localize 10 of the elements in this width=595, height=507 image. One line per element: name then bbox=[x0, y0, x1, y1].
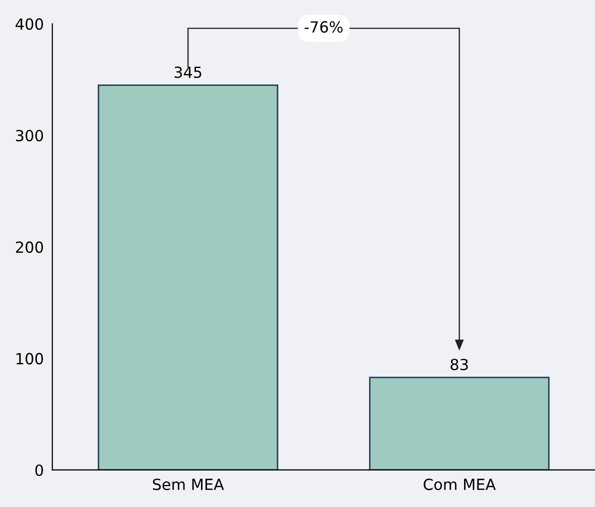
annotation: -76% bbox=[304, 21, 343, 33]
y-tick-label: 400 bbox=[16, 18, 44, 30]
y-tick-label: 200 bbox=[16, 241, 44, 253]
data-label: 83 bbox=[450, 358, 468, 370]
y-tick-label: 300 bbox=[16, 130, 44, 142]
data-label: 345 bbox=[174, 66, 202, 78]
y-tick-label: 100 bbox=[16, 352, 44, 364]
x-tick-label: Com MEA bbox=[424, 478, 496, 490]
y-tick-label: 0 bbox=[35, 464, 44, 476]
x-tick-label: Sem MEA bbox=[152, 478, 224, 490]
